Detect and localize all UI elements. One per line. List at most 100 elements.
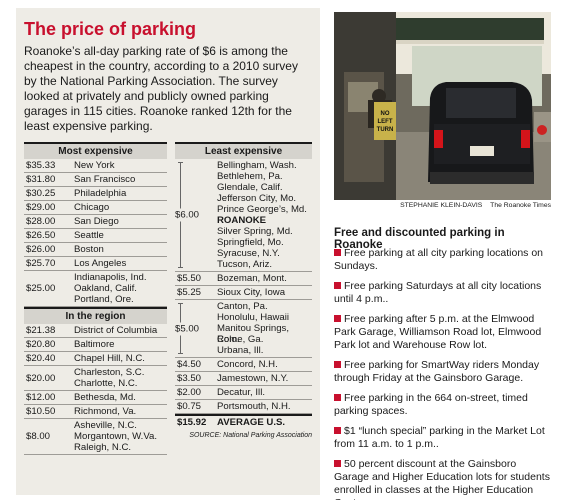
row-price: $5.25 (177, 287, 202, 298)
row-city: New York (74, 160, 115, 171)
row-price: $20.00 (26, 372, 56, 384)
bullet-square-icon (334, 394, 341, 401)
group-city: Canton, Pa. (217, 301, 268, 312)
table-row: $20.80 Baltimore (24, 338, 167, 352)
group-city: Jefferson City, Mo. (217, 193, 297, 204)
photographer-name: STEPHANIE KLEIN-DAVIS (400, 202, 483, 209)
row-city: Chicago (74, 202, 110, 213)
row-price: $25.00 (26, 283, 56, 294)
group-price: $6.00 (175, 208, 200, 222)
list-item: Free parking at all city parking locatio… (334, 247, 554, 273)
six-dollar-group: $6.00 Bellingham, Wash. Bethlehem, Pa. Gle… (175, 159, 312, 272)
row-price: $3.50 (177, 373, 202, 384)
list-item-text: Free parking at all city parking locatio… (334, 247, 544, 272)
group-cities: Bellingham, Wash. Bethlehem, Pa. Glendale,… (215, 159, 312, 271)
row-price: $0.75 (177, 401, 202, 412)
row-price: $28.00 (26, 216, 56, 227)
average-price: $15.92 (177, 417, 207, 428)
list-item-text: Free parking for SmartWay riders Monday … (334, 359, 540, 384)
group-cities: Canton, Pa. Honolulu, Hawaii Manitou Sprin… (215, 300, 312, 357)
group-city: Silver Spring, Md. (217, 226, 293, 237)
garage-exit-illustration: NO LEFT TURN (334, 12, 551, 200)
table-row: $30.25 Philadelphia (24, 187, 167, 201)
row-price: $26.00 (26, 244, 56, 255)
table-row: $4.50 Concord, N.H. (175, 358, 312, 372)
row-city: Philadelphia (74, 188, 127, 199)
graphic-title: The price of parking (24, 19, 197, 39)
list-item-text: Free parking Saturdays at all city locat… (334, 280, 542, 305)
average-row: $15.92 AVERAGE U.S. (175, 414, 312, 429)
row-price: $35.33 (26, 160, 56, 171)
region-list: $21.38 District of Columbia $20.80 Baltimor… (24, 324, 167, 455)
table-row: $21.38 District of Columbia (24, 324, 167, 338)
group-city: Syracuse, N.Y. (217, 248, 280, 259)
list-item: Free parking in the 664 on-street, timed… (334, 392, 554, 418)
bullet-square-icon (334, 361, 341, 368)
list-item: 50 percent discount at the Gainsboro Gar… (334, 458, 554, 500)
source-note: SOURCE: National Parking Association (189, 432, 312, 439)
row-city: Bozeman, Mont. (217, 273, 287, 284)
photo-organization: The Roanoke Times (490, 202, 551, 209)
table-row: $31.80 San Francisco (24, 173, 167, 187)
row-city: Charleston, S.C. Charlotte, N.C. (74, 367, 145, 389)
row-city: Boston (74, 244, 104, 255)
table-row: $20.00 Charleston, S.C. Charlotte, N.C. (24, 366, 167, 391)
group-city: Urbana, Ill. (217, 345, 264, 356)
row-price: $20.80 (26, 339, 56, 350)
least-expensive-list-a: $5.50 Bozeman, Mont. $5.25 Sioux City, Iowa (175, 272, 312, 300)
row-city: Portsmouth, N.H. (217, 401, 291, 412)
sign-text: NO (381, 111, 390, 117)
table-row: $20.40 Chapel Hill, N.C. (24, 352, 167, 366)
list-item-text: 50 percent discount at the Gainsboro Gar… (334, 458, 550, 500)
table-row: $35.33 New York (24, 159, 167, 173)
least-expensive-heading: Least expensive (175, 142, 312, 159)
free-parking-list: Free parking at all city parking locatio… (334, 247, 554, 500)
list-item: $1 “lunch special” parking in the Market… (334, 425, 554, 451)
group-city: Rome, Ga. (217, 334, 264, 345)
table-row: $28.00 San Diego (24, 215, 167, 229)
row-city: Jamestown, N.Y. (217, 373, 289, 384)
free-parking-heading: Free and discounted parking in Roanoke (334, 227, 505, 251)
row-city: Sioux City, Iowa (217, 287, 286, 298)
row-city: Chapel Hill, N.C. (74, 353, 145, 364)
table-row: $2.00 Decatur, Ill. (175, 386, 312, 400)
row-price: $25.70 (26, 258, 56, 269)
row-city: District of Columbia (74, 325, 158, 336)
group-city: ROANOKE (217, 215, 267, 226)
table-row: $25.70 Los Angeles (24, 257, 167, 271)
group-city: Prince George’s, Md. (217, 204, 307, 215)
table-row: $8.00 Asheville, N.C. Morgantown, W.Va. R… (24, 419, 167, 455)
right-column: Least expensive $6.00 Bellingham, Wash. B… (175, 142, 312, 455)
region-heading: In the region (24, 307, 167, 324)
left-column: Most expensive $35.33 New York $31.80 San F… (24, 142, 167, 455)
row-city: Decatur, Ill. (217, 387, 265, 398)
row-price: $29.00 (26, 202, 56, 213)
row-city: San Diego (74, 216, 119, 227)
table-row: $5.50 Bozeman, Mont. (175, 272, 312, 286)
intro-text: Roanoke’s all-day parking rate of $6 is … (24, 44, 298, 133)
row-city: Concord, N.H. (217, 359, 278, 370)
photo-credit: STEPHANIE KLEIN-DAVIS The Roanoke Times (334, 202, 551, 209)
bullet-square-icon (334, 315, 341, 322)
price-tables: Most expensive $35.33 New York $31.80 San F… (24, 142, 312, 455)
row-city: Los Angeles (74, 258, 127, 269)
table-row: $26.00 Boston (24, 243, 167, 257)
table-row: $25.00 Indianapolis, Ind. Oakland, Calif.… (24, 271, 167, 307)
svg-text:TURN: TURN (377, 127, 394, 133)
row-city: Bethesda, Md. (74, 392, 136, 403)
group-city: Bethlehem, Pa. (217, 171, 283, 182)
least-expensive-list-b: $4.50 Concord, N.H. $3.50 Jamestown, N.Y. $2… (175, 358, 312, 414)
group-price: $5.00 (175, 322, 200, 335)
five-dollar-group: $5.00 Canton, Pa. Honolulu, Hawaii Manitou… (175, 300, 312, 358)
most-expensive-list: $35.33 New York $31.80 San Francisco $30.25 P… (24, 159, 167, 307)
most-expensive-heading: Most expensive (24, 142, 167, 159)
row-city: Baltimore (74, 339, 115, 350)
bullet-square-icon (334, 427, 341, 434)
row-price: $20.40 (26, 353, 56, 364)
row-price: $8.00 (26, 431, 51, 442)
group-city: Tucson, Ariz. (217, 259, 273, 270)
row-city: Indianapolis, Ind. Oakland, Calif. Portl… (74, 272, 147, 305)
list-item: Free parking after 5 p.m. at the Elmwood… (334, 313, 554, 352)
bullet-square-icon (334, 282, 341, 289)
row-price: $10.50 (26, 406, 56, 417)
